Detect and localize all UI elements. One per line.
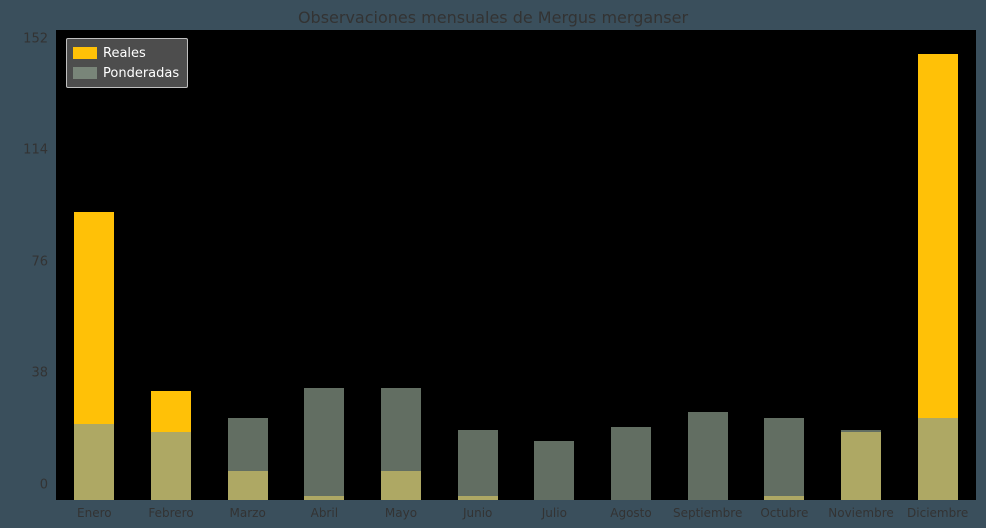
chart-container: Observaciones mensuales de Mergus mergan… [0, 0, 986, 528]
y-axis: 0 38 76 114 152 [0, 30, 56, 500]
y-tick-label: 38 [31, 366, 48, 381]
y-tick-label: 0 [40, 478, 48, 493]
x-tick-label: Noviembre [828, 506, 894, 520]
x-tick-label: Julio [542, 506, 567, 520]
legend-row: Ponderadas [73, 63, 179, 83]
bar-ponderadas [381, 388, 421, 500]
chart-title: Observaciones mensuales de Mergus mergan… [0, 0, 986, 30]
legend-row: Reales [73, 43, 179, 63]
x-axis: Enero Febrero Marzo Abril Mayo Junio Julio Agos… [56, 500, 976, 528]
plot-area: Reales Ponderadas [56, 30, 976, 500]
bar-ponderadas [534, 441, 574, 500]
bar-ponderadas [228, 418, 268, 500]
bar-ponderadas [918, 418, 958, 500]
x-tick-label: Marzo [230, 506, 266, 520]
x-tick-label: Agosto [610, 506, 651, 520]
x-tick-label: Abril [311, 506, 338, 520]
x-tick-label: Diciembre [907, 506, 968, 520]
x-tick-label: Septiembre [673, 506, 742, 520]
legend-label: Reales [103, 46, 146, 61]
bar-ponderadas [611, 427, 651, 500]
bar-ponderadas [304, 388, 344, 500]
y-tick-label: 152 [23, 31, 48, 46]
bar-ponderadas [458, 430, 498, 501]
y-tick-label: 76 [31, 254, 48, 269]
legend-swatch [73, 47, 97, 59]
x-tick-label: Junio [463, 506, 492, 520]
x-tick-label: Mayo [385, 506, 417, 520]
legend: Reales Ponderadas [66, 38, 188, 88]
bar-ponderadas [764, 418, 804, 500]
bar-ponderadas [74, 424, 114, 500]
y-tick-label: 114 [23, 143, 48, 158]
x-tick-label: Enero [77, 506, 112, 520]
x-tick-label: Febrero [148, 506, 193, 520]
legend-label: Ponderadas [103, 66, 179, 81]
bar-ponderadas [151, 432, 191, 500]
bar-ponderadas [841, 430, 881, 501]
legend-swatch [73, 67, 97, 79]
bar-ponderadas [688, 412, 728, 500]
x-tick-label: Octubre [760, 506, 808, 520]
